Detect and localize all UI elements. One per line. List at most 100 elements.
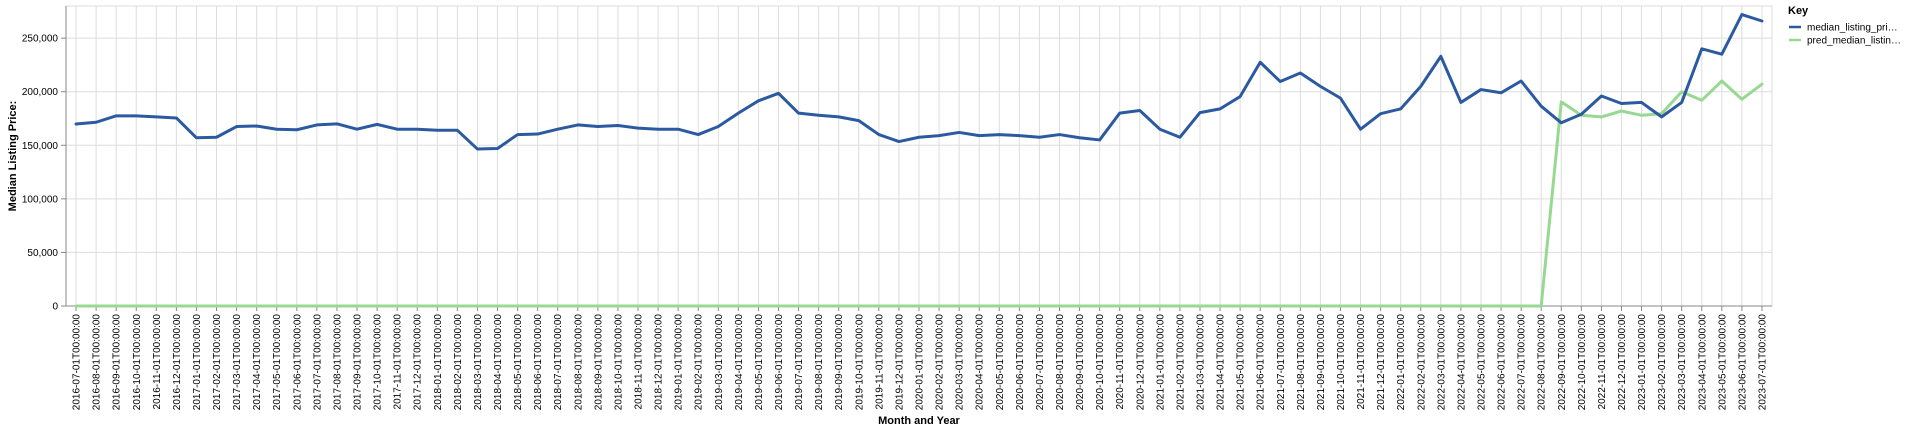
legend-label: pred_median_listin… <box>1807 36 1901 47</box>
x-tick-label: 2020-05-01T00:00:00 <box>995 314 1006 411</box>
y-tick-label: 250,000 <box>22 34 59 45</box>
x-tick-label: 2022-06-01T00:00:00 <box>1497 314 1508 411</box>
x-tick-label: 2020-03-01T00:00:00 <box>955 314 966 411</box>
x-tick-label: 2017-04-01T00:00:00 <box>252 314 263 411</box>
x-tick-label: 2020-06-01T00:00:00 <box>1015 314 1026 411</box>
x-tick-label: 2019-04-01T00:00:00 <box>734 314 745 411</box>
y-tick-label: 150,000 <box>22 141 59 152</box>
x-tick-label: 2022-08-01T00:00:00 <box>1537 314 1548 411</box>
x-tick-label: 2022-12-01T00:00:00 <box>1617 314 1628 411</box>
x-tick-label: 2023-04-01T00:00:00 <box>1697 314 1708 411</box>
x-tick-label: 2022-01-01T00:00:00 <box>1396 314 1407 411</box>
x-tick-label: 2020-10-01T00:00:00 <box>1095 314 1106 411</box>
x-tick-label: 2018-08-01T00:00:00 <box>573 314 584 411</box>
x-tick-label: 2017-12-01T00:00:00 <box>413 314 424 411</box>
y-tick-label: 200,000 <box>22 87 59 98</box>
x-axis-title: Month and Year <box>878 415 960 427</box>
legend-label: median_listing_pri… <box>1807 23 1898 34</box>
x-tick-label: 2021-08-01T00:00:00 <box>1296 314 1307 411</box>
x-tick-label: 2016-12-01T00:00:00 <box>172 314 183 411</box>
x-tick-label: 2021-07-01T00:00:00 <box>1276 314 1287 411</box>
x-tick-label: 2020-01-01T00:00:00 <box>915 314 926 411</box>
x-tick-label: 2019-11-01T00:00:00 <box>874 314 885 410</box>
legend-title: Key <box>1788 5 1809 17</box>
x-tick-label: 2021-02-01T00:00:00 <box>1175 314 1186 411</box>
x-tick-label: 2022-09-01T00:00:00 <box>1557 314 1568 411</box>
x-tick-label: 2018-07-01T00:00:00 <box>553 314 564 411</box>
x-tick-label: 2018-04-01T00:00:00 <box>493 314 504 411</box>
x-tick-label: 2019-08-01T00:00:00 <box>814 314 825 411</box>
x-tick-label: 2022-05-01T00:00:00 <box>1476 314 1487 411</box>
x-tick-label: 2021-12-01T00:00:00 <box>1376 314 1387 411</box>
x-tick-label: 2018-02-01T00:00:00 <box>453 314 464 411</box>
x-tick-label: 2022-10-01T00:00:00 <box>1577 314 1588 411</box>
x-tick-label: 2021-09-01T00:00:00 <box>1316 314 1327 411</box>
x-tick-label: 2022-07-01T00:00:00 <box>1517 314 1528 411</box>
x-tick-label: 2018-03-01T00:00:00 <box>473 314 484 411</box>
x-tick-label: 2016-07-01T00:00:00 <box>72 314 83 411</box>
x-tick-label: 2021-04-01T00:00:00 <box>1216 314 1227 411</box>
x-tick-label: 2016-11-01T00:00:00 <box>152 314 163 410</box>
x-axis: 2016-07-01T00:00:00 2016-08-01T00:00:00 20… <box>66 305 1772 411</box>
x-tick-label: 2022-04-01T00:00:00 <box>1456 314 1467 411</box>
x-tick-label: 2021-01-01T00:00:00 <box>1155 314 1166 411</box>
legend: Key median_listing_pri… pred_median_listi… <box>1788 5 1901 47</box>
x-tick-label: 2017-01-01T00:00:00 <box>192 314 203 411</box>
x-tick-label: 2019-07-01T00:00:00 <box>794 314 805 411</box>
grid-lines <box>65 5 1773 307</box>
x-tick-label: 2020-07-01T00:00:00 <box>1035 314 1046 411</box>
x-tick-label: 2018-11-01T00:00:00 <box>634 314 645 410</box>
x-tick-label: 2017-05-01T00:00:00 <box>272 314 283 411</box>
x-tick-label: 2016-08-01T00:00:00 <box>92 314 103 411</box>
x-tick-label: 2017-11-01T00:00:00 <box>393 314 404 410</box>
x-tick-label: 2017-10-01T00:00:00 <box>373 314 384 411</box>
x-tick-label: 2018-10-01T00:00:00 <box>613 314 624 411</box>
x-tick-label: 2023-05-01T00:00:00 <box>1717 314 1728 411</box>
x-tick-label: 2019-10-01T00:00:00 <box>854 314 865 411</box>
x-tick-label: 2019-01-01T00:00:00 <box>674 314 685 411</box>
x-tick-label: 2023-06-01T00:00:00 <box>1737 314 1748 411</box>
x-tick-label: 2017-03-01T00:00:00 <box>232 314 243 411</box>
y-axis: 0 50,000 100,000 150,000 200,000 250,000 <box>22 6 67 313</box>
x-tick-label: 2022-11-01T00:00:00 <box>1597 314 1608 410</box>
x-tick-label: 2017-08-01T00:00:00 <box>332 314 343 411</box>
x-tick-label: 2021-06-01T00:00:00 <box>1256 314 1267 411</box>
x-tick-label: 2018-06-01T00:00:00 <box>533 314 544 411</box>
x-tick-label: 2018-12-01T00:00:00 <box>654 314 665 411</box>
x-tick-label: 2023-01-01T00:00:00 <box>1637 314 1648 411</box>
series-line-median-listing-price <box>74 13 1764 151</box>
x-tick-label: 2021-03-01T00:00:00 <box>1195 314 1206 411</box>
x-tick-label: 2020-04-01T00:00:00 <box>975 314 986 411</box>
x-tick-label: 2021-05-01T00:00:00 <box>1236 314 1247 411</box>
x-tick-label: 2017-07-01T00:00:00 <box>312 314 323 411</box>
x-tick-label: 2023-07-01T00:00:00 <box>1757 314 1768 411</box>
x-tick-label: 2016-10-01T00:00:00 <box>132 314 143 411</box>
x-tick-label: 2023-02-01T00:00:00 <box>1657 314 1668 411</box>
x-tick-label: 2021-10-01T00:00:00 <box>1336 314 1347 411</box>
series-line-pred-median-listing-price <box>74 79 1764 308</box>
x-tick-label: 2017-09-01T00:00:00 <box>353 314 364 411</box>
x-tick-label: 2018-05-01T00:00:00 <box>513 314 524 411</box>
x-tick-label: 2023-03-01T00:00:00 <box>1677 314 1688 411</box>
x-tick-label: 2018-09-01T00:00:00 <box>593 314 604 411</box>
x-tick-label: 2022-03-01T00:00:00 <box>1436 314 1447 411</box>
x-tick-label: 2020-11-01T00:00:00 <box>1115 314 1126 410</box>
y-tick-label: 50,000 <box>27 248 58 259</box>
x-tick-label: 2017-06-01T00:00:00 <box>292 314 303 411</box>
x-tick-label: 2020-09-01T00:00:00 <box>1075 314 1086 411</box>
x-tick-label: 2019-05-01T00:00:00 <box>754 314 765 411</box>
x-tick-label: 2020-12-01T00:00:00 <box>1135 314 1146 411</box>
series-layer <box>74 13 1764 308</box>
x-tick-label: 2019-06-01T00:00:00 <box>774 314 785 411</box>
x-tick-label: 2019-09-01T00:00:00 <box>834 314 845 411</box>
x-tick-label: 2016-09-01T00:00:00 <box>112 314 123 411</box>
x-tick-label: 2019-12-01T00:00:00 <box>894 314 905 411</box>
x-tick-label: 2021-11-01T00:00:00 <box>1356 314 1367 410</box>
x-tick-label: 2019-03-01T00:00:00 <box>714 314 725 411</box>
y-axis-title: Median Listing Price: <box>7 101 19 212</box>
x-tick-label: 2020-02-01T00:00:00 <box>935 314 946 411</box>
y-tick-label: 100,000 <box>22 194 59 205</box>
x-tick-label: 2022-02-01T00:00:00 <box>1416 314 1427 411</box>
x-tick-label: 2017-02-01T00:00:00 <box>212 314 223 411</box>
